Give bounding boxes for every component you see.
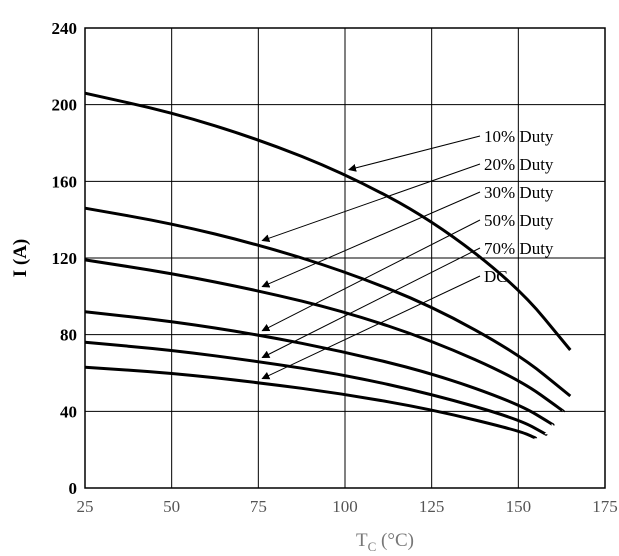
- y-tick-label-4: 160: [52, 172, 78, 191]
- series-line-2: [84, 258, 565, 413]
- y-tick-label-5: 200: [52, 96, 78, 115]
- series-line-0: [84, 91, 572, 351]
- legend-arrow-2: [261, 191, 481, 288]
- legend-entry-5: DC: [484, 267, 508, 286]
- x-axis-label-sub: C: [368, 539, 377, 554]
- legend-entry-4: 70% Duty: [484, 239, 554, 258]
- legend-entry-1: 20% Duty: [484, 155, 554, 174]
- y-tick-label-1: 40: [60, 402, 77, 421]
- x-tick-label-2: 75: [250, 497, 267, 516]
- x-tick-label-5: 150: [506, 497, 532, 516]
- series-lines: [84, 91, 572, 440]
- x-tick-label-4: 125: [419, 497, 445, 516]
- x-tick-label-3: 100: [332, 497, 358, 516]
- legend-arrow-3: [261, 219, 481, 332]
- series-line-5: [84, 365, 538, 440]
- series-line-1: [84, 206, 572, 398]
- y-axis-ticks: 0 40 80 120 160 200 240: [52, 19, 78, 498]
- series-line-3: [84, 310, 555, 427]
- y-tick-label-6: 240: [52, 19, 78, 38]
- legend: 10% Duty 20% Duty 30% Duty 50% Duty 70% Duty…: [484, 127, 554, 286]
- legend-arrow-5: [261, 275, 481, 380]
- x-axis-label-unit: (°C): [376, 530, 414, 551]
- legend-arrow-1: [261, 163, 481, 243]
- x-axis-label-main: T: [356, 530, 368, 551]
- gridlines: [85, 28, 605, 488]
- legend-arrow-4: [261, 247, 481, 358]
- x-tick-label-1: 50: [163, 497, 180, 516]
- series-line-4: [84, 340, 548, 436]
- x-tick-label-0: 25: [77, 497, 94, 516]
- x-tick-label-6: 175: [592, 497, 618, 516]
- legend-entry-0: 10% Duty: [484, 127, 554, 146]
- x-axis-ticks: 25 50 75 100 125 150 175: [77, 497, 618, 516]
- legend-arrow-0: [348, 135, 481, 172]
- legend-entry-3: 50% Duty: [484, 211, 554, 230]
- plot-area: [84, 27, 606, 489]
- y-tick-label-0: 0: [69, 479, 78, 498]
- legend-entry-2: 30% Duty: [484, 183, 554, 202]
- x-axis-label: TC (°C): [356, 530, 414, 554]
- legend-arrows: [261, 135, 481, 380]
- y-tick-label-2: 80: [60, 326, 77, 345]
- y-axis-label: I (A): [10, 239, 31, 278]
- y-tick-label-3: 120: [52, 249, 78, 268]
